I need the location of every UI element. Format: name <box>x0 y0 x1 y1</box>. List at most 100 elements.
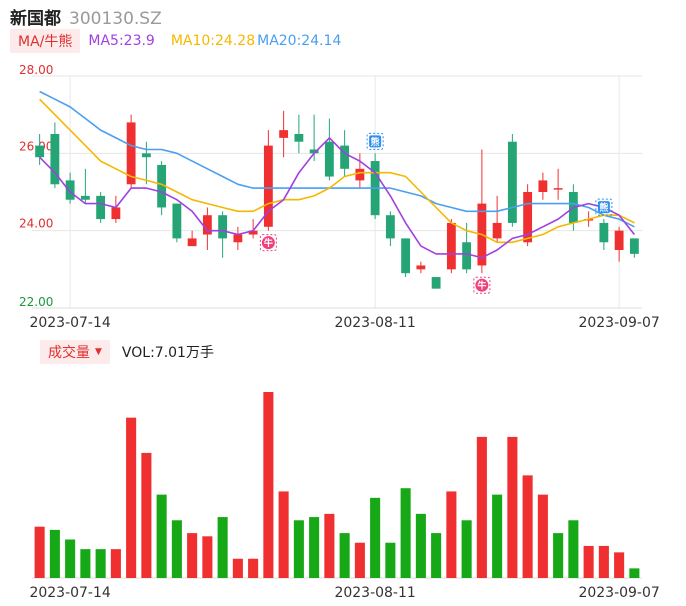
candle-down <box>401 238 411 274</box>
candle-down <box>599 222 609 243</box>
candle-down <box>324 141 334 177</box>
ma5-value: MA5:23.9 <box>88 33 155 49</box>
volume-bar-up <box>598 545 609 578</box>
ma-legend: MA/牛熊 MA5:23.9 MA10:24.28 MA20:24.14 <box>10 29 342 53</box>
signal-frame <box>595 198 613 216</box>
volume-bar-down <box>80 549 91 578</box>
volume-bar-up <box>141 452 152 578</box>
volume-bar-down <box>339 533 350 578</box>
volume-bar-up <box>263 392 274 578</box>
volume-bar-up <box>110 549 121 578</box>
x-tick-label: 2023-07-14 <box>29 315 110 331</box>
volume-bar-down <box>95 549 106 578</box>
ma10-value: MA10:24.28 <box>170 33 256 49</box>
volume-bar-up <box>583 545 594 578</box>
volume-bar-down <box>217 517 228 578</box>
candle-down <box>157 164 167 208</box>
volume-bar-down <box>629 568 640 578</box>
signal-frame <box>259 234 277 252</box>
volume-bar-down <box>171 520 182 578</box>
candle-up <box>523 192 533 243</box>
volume-legend: 成交量 ▼ VOL:7.01万手 <box>40 340 214 364</box>
signal-badge <box>369 135 382 148</box>
candle-up <box>248 230 258 235</box>
candle-down <box>96 195 106 220</box>
ma20-line <box>39 90 635 228</box>
volume-bar-up <box>354 542 365 578</box>
candle-down <box>340 145 350 169</box>
candle-up <box>614 230 624 250</box>
candle-down <box>80 195 90 200</box>
candle-down <box>629 238 639 254</box>
volume-bar-down <box>309 517 320 578</box>
x-tick-label: 2023-08-11 <box>334 315 415 331</box>
volume-indicator-label: 成交量 <box>48 345 90 361</box>
volume-bar-down <box>385 542 396 578</box>
volume-bar-up <box>522 475 533 578</box>
candle-up <box>263 145 273 227</box>
ma-bull-bear-toggle[interactable]: MA/牛熊 <box>10 29 81 53</box>
x-tick-label: 2023-07-14 <box>29 585 110 601</box>
candle-down <box>462 242 472 270</box>
y-tick-label: 22.00 <box>19 295 53 309</box>
candle-down <box>141 153 151 158</box>
candle-up <box>111 207 121 220</box>
stock-code: 300130.SZ <box>69 9 162 29</box>
candle-down <box>65 180 75 200</box>
volume-bar-down <box>415 513 426 578</box>
bear-signal: 熊 <box>366 132 384 150</box>
candle-down <box>35 145 45 158</box>
candle-up <box>279 130 289 138</box>
candle-up <box>492 222 502 239</box>
volume-bar-up <box>507 436 518 578</box>
volume-indicator-select[interactable]: 成交量 ▼ <box>40 340 110 364</box>
volume-bar-down <box>156 494 167 578</box>
candle-up <box>553 188 563 190</box>
volume-bar-up <box>324 513 335 578</box>
signal-badge <box>261 236 275 250</box>
signal-label: 熊 <box>599 202 608 214</box>
ma10-line <box>39 98 635 244</box>
ma5-line <box>39 137 636 259</box>
signal-frame <box>473 276 491 294</box>
stock-name: 新国都 <box>10 9 61 29</box>
candle-up <box>355 168 365 181</box>
volume-bar-up <box>248 558 259 578</box>
bull-signal: 牛 <box>259 234 277 252</box>
volume-bar-down <box>65 539 76 578</box>
signal-badge <box>597 201 610 214</box>
volume-bar-down <box>553 533 564 578</box>
volume-bar-up <box>34 526 45 578</box>
x-tick-label: 2023-08-11 <box>334 585 415 601</box>
signal-badge <box>475 278 489 292</box>
candle-up <box>538 180 548 192</box>
volume-bar-down <box>370 497 381 578</box>
y-tick-label: 28.00 <box>19 63 53 77</box>
candle-up <box>446 222 456 270</box>
volume-bar-up <box>278 491 289 578</box>
volume-bar-down <box>431 533 442 578</box>
volume-value: VOL:7.01万手 <box>121 345 214 361</box>
volume-bar-down <box>568 520 579 578</box>
volume-bar-down <box>400 488 411 578</box>
candle-up <box>202 215 212 235</box>
stock-header: 新国都 300130.SZ <box>10 4 162 29</box>
signal-label: 熊 <box>371 136 380 148</box>
candle-down <box>172 203 182 239</box>
candle-down <box>218 215 228 239</box>
volume-bar-down <box>492 494 503 578</box>
volume-bar-down <box>461 520 472 578</box>
volume-bar-up <box>446 491 457 578</box>
volume-bar-up <box>537 494 548 578</box>
signal-frame <box>366 132 384 150</box>
candle-up <box>416 265 426 270</box>
volume-bar-down <box>49 529 60 578</box>
candle-down <box>294 134 304 142</box>
ma20-value: MA20:24.14 <box>257 33 342 49</box>
caret-down-icon: ▼ <box>95 347 102 357</box>
signal-label: 牛 <box>264 237 273 249</box>
candle-down <box>431 277 441 289</box>
candle-down <box>385 215 395 239</box>
x-tick-label: 2023-09-07 <box>578 585 659 601</box>
